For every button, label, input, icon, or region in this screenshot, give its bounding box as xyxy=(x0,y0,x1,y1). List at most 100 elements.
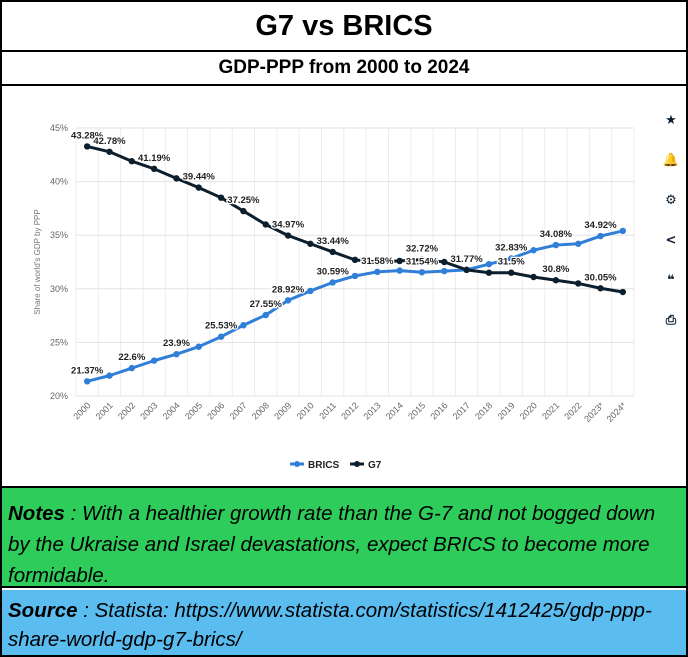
data-point-brics xyxy=(418,269,426,276)
data-point-brics xyxy=(619,227,627,235)
x-tick-label: 2019 xyxy=(495,400,516,421)
data-point-g7 xyxy=(463,266,470,274)
data-label: 43.28% xyxy=(71,130,104,141)
data-point-g7 xyxy=(307,240,314,247)
data-label: 42.78% xyxy=(93,136,126,147)
data-point-brics xyxy=(173,350,180,358)
x-tick-label: 2010 xyxy=(295,400,316,421)
chart-toolbar: ★ 🔔 ⚙ < ❝ ⎙ xyxy=(656,100,686,340)
data-label: 41.19% xyxy=(138,153,171,164)
data-point-brics xyxy=(575,240,582,247)
legend-label-brics: BRICS xyxy=(308,460,339,471)
data-point-brics xyxy=(284,297,292,304)
data-point-g7 xyxy=(262,221,269,228)
bell-icon[interactable]: 🔔 xyxy=(662,152,680,168)
x-tick-label: 2020 xyxy=(518,400,539,421)
data-point-brics xyxy=(597,232,604,240)
x-tick-label: 2003 xyxy=(138,400,159,421)
data-label: 30.05% xyxy=(584,272,617,283)
data-point-g7 xyxy=(240,207,247,215)
notes-panel: Notes : With a healthier growth rate tha… xyxy=(2,488,686,588)
print-icon[interactable]: ⎙ xyxy=(665,312,677,328)
data-label: 31.58% xyxy=(361,256,394,267)
x-tick-label: 2022 xyxy=(562,400,583,421)
data-point-g7 xyxy=(351,256,359,264)
data-label: 34.08% xyxy=(540,229,573,240)
x-tick-label: 2006 xyxy=(205,400,226,421)
data-point-brics xyxy=(150,357,158,364)
data-point-g7 xyxy=(195,184,202,191)
x-tick-label: 2016 xyxy=(428,400,449,421)
data-point-g7 xyxy=(552,277,560,284)
data-point-brics xyxy=(217,333,225,340)
data-point-g7 xyxy=(418,256,426,263)
x-tick-label: 2007 xyxy=(228,400,249,421)
x-tick-label: 2011 xyxy=(317,400,338,421)
x-tick-label: 2021 xyxy=(540,400,561,421)
data-point-g7 xyxy=(441,258,448,266)
data-label: 32.83% xyxy=(495,242,528,253)
data-label: 34.97% xyxy=(272,220,305,231)
source-text: : Statista: https://www.statista.com/sta… xyxy=(8,599,652,651)
x-tick-label: 2009 xyxy=(272,400,293,421)
data-point-g7 xyxy=(150,165,158,173)
data-label: 30.59% xyxy=(317,266,350,277)
x-tick-label: 2004 xyxy=(161,400,182,421)
series-line-brics xyxy=(86,229,624,383)
x-tick-label: 2008 xyxy=(250,400,271,421)
data-point-brics xyxy=(195,343,202,350)
data-point-g7 xyxy=(217,194,225,201)
data-label: 22.6% xyxy=(118,352,145,363)
data-point-g7 xyxy=(619,288,627,296)
y-tick-label: 45% xyxy=(50,123,68,133)
data-point-brics xyxy=(128,364,135,372)
data-label: 33.44% xyxy=(317,236,350,247)
data-point-brics xyxy=(530,247,537,254)
data-point-g7 xyxy=(173,175,180,182)
y-axis-title: Share of world's GDP by PPP xyxy=(33,209,42,314)
gear-icon[interactable]: ⚙ xyxy=(665,192,677,208)
data-point-g7 xyxy=(597,285,604,292)
chart-panel: 20% 25% 30% 35% 40% 45% Share of world's GDP b… xyxy=(2,86,686,488)
y-tick-label: 40% xyxy=(50,177,68,187)
data-label: 30.8% xyxy=(542,264,569,275)
x-tick-label: 2001 xyxy=(94,400,115,421)
data-point-brics xyxy=(485,260,493,268)
x-tick-label: 2012 xyxy=(339,400,360,421)
quote-icon[interactable]: ❝ xyxy=(667,272,675,288)
data-label: 31.54% xyxy=(406,256,439,267)
x-tick-label: 2002 xyxy=(116,400,137,421)
x-tick-label: 2013 xyxy=(361,400,382,421)
star-icon[interactable]: ★ xyxy=(665,112,677,128)
data-point-g7 xyxy=(83,143,91,150)
x-tick-label: 2005 xyxy=(183,400,204,421)
notes-text: : With a healthier growth rate than the … xyxy=(8,502,656,587)
x-tick-label: 2014 xyxy=(384,400,405,421)
x-tick-label: 2024* xyxy=(605,400,629,424)
data-point-brics xyxy=(262,311,269,319)
data-point-brics xyxy=(552,241,560,249)
data-point-g7 xyxy=(485,269,493,276)
notes-label: Notes xyxy=(8,502,65,525)
x-tick-label: 2018 xyxy=(473,400,494,421)
data-point-g7 xyxy=(374,258,381,266)
source-panel: Source : Statista: https://www.statista.… xyxy=(2,590,686,655)
data-label: 25.53% xyxy=(205,321,238,332)
data-label: 39.44% xyxy=(183,172,216,183)
page-subtitle: GDP-PPP from 2000 to 2024 xyxy=(2,52,686,86)
x-tick-label: 2023* xyxy=(582,400,606,424)
y-tick-label: 20% xyxy=(50,391,68,401)
y-tick-label: 30% xyxy=(50,284,68,294)
legend-label-g7: G7 xyxy=(368,460,382,471)
data-label: 34.92% xyxy=(584,220,617,231)
y-tick-label: 35% xyxy=(50,230,68,240)
data-point-g7 xyxy=(575,280,582,287)
data-point-brics xyxy=(508,255,515,262)
share-icon[interactable]: < xyxy=(665,232,677,248)
data-point-g7 xyxy=(106,148,113,155)
x-tick-label: 2000 xyxy=(71,400,92,421)
data-point-g7 xyxy=(508,269,515,276)
data-point-brics xyxy=(396,267,403,274)
page-title: G7 vs BRICS xyxy=(2,2,686,52)
